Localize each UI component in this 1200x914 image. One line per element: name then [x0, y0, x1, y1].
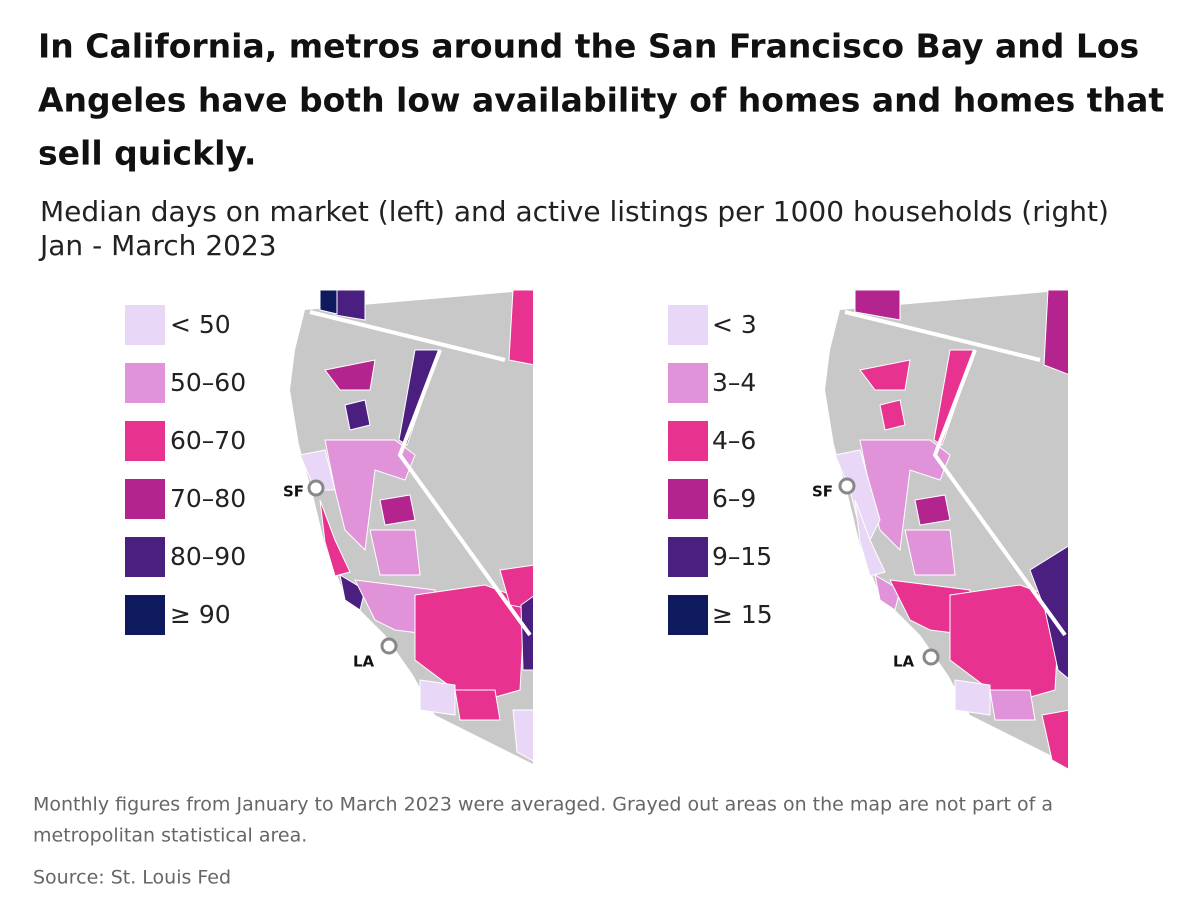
city-marker — [922, 648, 940, 666]
legend-swatch — [125, 421, 165, 461]
metro-area — [989, 689, 1036, 721]
subtitle: Jan - March 2023 — [38, 229, 277, 262]
map: < 50 50–60 60–70 70–80 80–90 ≥ 90 SF LA — [125, 290, 533, 764]
city-label: SF — [812, 483, 833, 501]
metro-area — [879, 399, 906, 431]
legend-label: ≥ 90 — [170, 600, 231, 629]
legend-swatch — [668, 537, 708, 577]
metro-area — [499, 564, 533, 611]
metro-area — [324, 439, 416, 552]
legend-label: < 3 — [712, 310, 757, 339]
legend-label: 9–15 — [712, 542, 772, 571]
city-marker — [838, 477, 856, 495]
legend-label: 50–60 — [170, 368, 246, 397]
legend-label: 60–70 — [170, 426, 246, 455]
metro-area — [1043, 290, 1068, 375]
metro-area — [949, 584, 1061, 701]
metro-area — [854, 499, 886, 577]
legend-swatch — [668, 479, 708, 519]
metro-area — [299, 449, 336, 491]
metro-area — [512, 709, 533, 762]
title: sell quickly. — [38, 134, 256, 173]
legend-swatch — [668, 595, 708, 635]
legend-swatch — [125, 479, 165, 519]
legend-label: 3–4 — [712, 368, 756, 397]
legend-label: 4–6 — [712, 426, 756, 455]
state-border — [932, 349, 1067, 637]
metro-area — [508, 290, 533, 366]
city-label: LA — [893, 653, 915, 671]
note: Monthly figures from January to March 20… — [33, 794, 1053, 816]
legend-label: ≥ 15 — [712, 600, 773, 629]
legend-swatch — [668, 305, 708, 345]
metro-area — [419, 679, 456, 716]
source: Source: St. Louis Fed — [33, 867, 231, 889]
state-border — [397, 349, 532, 637]
legend-swatch — [125, 363, 165, 403]
metro-area — [324, 359, 376, 391]
metro-area — [319, 499, 351, 577]
legend-swatch — [125, 595, 165, 635]
title: In California, metros around the San Fra… — [38, 27, 1139, 66]
city-marker — [307, 479, 325, 497]
legend-swatch — [668, 363, 708, 403]
subtitle: Median days on market (left) and active … — [40, 195, 1109, 228]
legend-label: < 50 — [170, 310, 231, 339]
metro-area — [874, 573, 901, 611]
city-label: LA — [353, 653, 375, 671]
metro-area — [454, 689, 501, 721]
metro-area — [904, 529, 956, 576]
metro-area — [914, 494, 951, 526]
metro-area — [369, 529, 421, 576]
legend-label: 70–80 — [170, 484, 246, 513]
state-border — [309, 310, 506, 362]
metro-area — [954, 679, 991, 716]
state-border — [844, 310, 1041, 362]
legend-label: 6–9 — [712, 484, 756, 513]
map: < 3 3–4 4–6 6–9 9–15 ≥ 15 SF LA — [668, 290, 1068, 770]
legend-swatch — [125, 537, 165, 577]
legend-swatch — [668, 421, 708, 461]
metro-area — [859, 359, 911, 391]
city-label: SF — [283, 483, 304, 501]
metro-area — [344, 399, 371, 431]
metro-area — [339, 573, 366, 611]
title: Angeles have both low availability of ho… — [38, 81, 1164, 120]
metro-area — [334, 290, 366, 321]
legend-swatch — [125, 305, 165, 345]
map-body — [290, 290, 533, 764]
metro-area — [414, 584, 526, 701]
city-marker — [380, 637, 398, 655]
metro-area — [1041, 709, 1068, 770]
metro-area — [379, 494, 416, 526]
map-body — [825, 290, 1068, 770]
legend-label: 80–90 — [170, 542, 246, 571]
metro-area — [854, 290, 901, 321]
maps: < 50 50–60 60–70 70–80 80–90 ≥ 90 SF LA < 3 3–4 4–… — [125, 290, 1068, 770]
metro-area — [319, 290, 338, 315]
note: metropolitan statistical area. — [33, 825, 307, 847]
